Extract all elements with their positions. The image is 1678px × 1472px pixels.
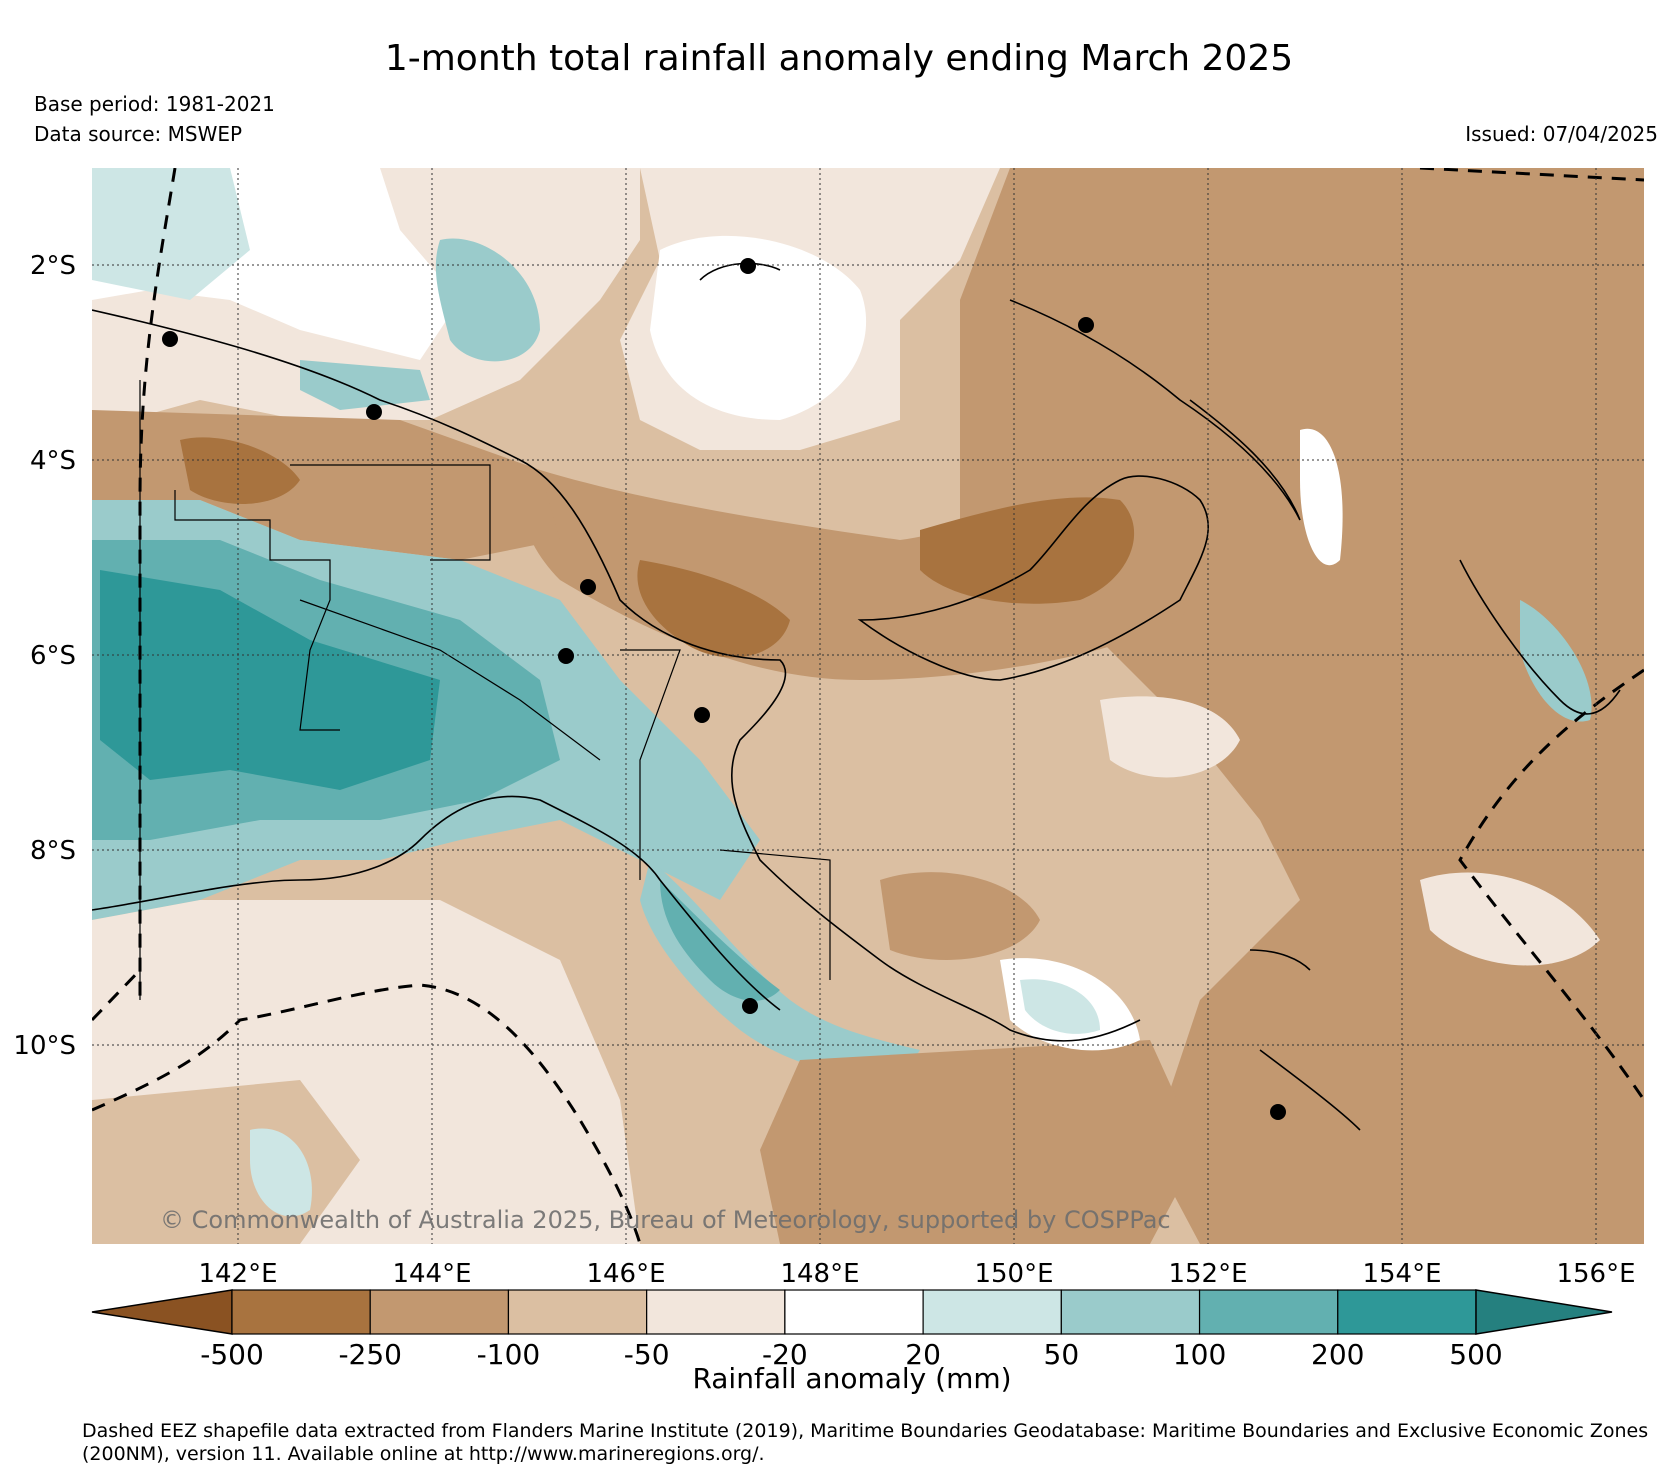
- colorbar-segment: [1337, 1289, 1477, 1335]
- lon-label: 154°E: [1362, 1259, 1441, 1289]
- colorbar-tick-label: -20: [762, 1338, 808, 1371]
- colorbar-tick-label: -50: [624, 1338, 670, 1371]
- station-marker: [740, 258, 756, 274]
- colorbar-tick-label: -250: [338, 1338, 402, 1371]
- colorbar-segment: [922, 1289, 1062, 1335]
- eez-boundaries: [92, 168, 1644, 1244]
- colorbar-tick-label: 500: [1449, 1338, 1502, 1371]
- lon-label: 144°E: [392, 1259, 471, 1289]
- colorbar-extend-high: [1475, 1289, 1613, 1335]
- anomaly-field: [92, 168, 1644, 1244]
- map-title: 1-month total rainfall anomaly ending Ma…: [384, 38, 1294, 79]
- eez-data-credit: Dashed EEZ shapefile data extracted from…: [82, 1420, 1649, 1465]
- coastlines: [92, 262, 1621, 1131]
- copyright-watermark: © Commonwealth of Australia 2025, Bureau…: [160, 1206, 1171, 1234]
- lat-label: 6°S: [30, 641, 76, 671]
- station-marker: [580, 579, 596, 595]
- station-markers: [162, 258, 1286, 1120]
- station-marker: [162, 331, 178, 347]
- base-period-label: Base period: 1981-2021: [34, 92, 275, 116]
- colorbar-extend-low: [91, 1289, 233, 1335]
- station-marker: [558, 648, 574, 664]
- data-source-label: Data source: MSWEP: [34, 122, 243, 146]
- colorbar-tick-label: 200: [1311, 1338, 1364, 1371]
- colorbar-segment: [369, 1289, 510, 1335]
- lat-label: 8°S: [30, 836, 76, 866]
- colorbar-segment: [784, 1289, 924, 1335]
- station-marker: [694, 707, 710, 723]
- colorbar-segment: [646, 1289, 786, 1335]
- colorbar-tick-label: -100: [477, 1338, 541, 1371]
- lon-label: 156°E: [1556, 1259, 1635, 1289]
- station-marker: [1078, 317, 1094, 333]
- station-marker: [366, 404, 382, 420]
- graticule: [92, 168, 1644, 1244]
- lon-label: 152°E: [1168, 1259, 1247, 1289]
- colorbar-title: Rainfall anomaly (mm): [692, 1362, 1011, 1395]
- colorbar-tick-label: -500: [200, 1338, 264, 1371]
- lat-label: 4°S: [30, 446, 76, 476]
- colorbar-segment: [231, 1289, 371, 1335]
- station-marker: [742, 998, 758, 1014]
- lon-label: 148°E: [780, 1259, 859, 1289]
- issued-date-label: Issued: 07/04/2025: [1465, 122, 1658, 146]
- colorbar-tick-label: 20: [905, 1338, 941, 1371]
- colorbar-tick-label: 50: [1044, 1338, 1080, 1371]
- lon-label: 146°E: [586, 1259, 665, 1289]
- colorbar-tick-labels: -500 -250 -100 -50 -20 20 50 100 200 500: [200, 1338, 1503, 1371]
- colorbar-segment: [507, 1289, 648, 1335]
- lat-label: 10°S: [13, 1031, 76, 1061]
- lon-label: 150°E: [974, 1259, 1053, 1289]
- lon-label: 142°E: [198, 1259, 277, 1289]
- station-marker: [1270, 1104, 1286, 1120]
- lat-label: 2°S: [30, 251, 76, 281]
- colorbar: [91, 1289, 1613, 1335]
- colorbar-segment: [1198, 1289, 1339, 1335]
- colorbar-segment: [1060, 1289, 1201, 1335]
- colorbar-tick-label: 100: [1173, 1338, 1226, 1371]
- rainfall-anomaly-map: © Commonwealth of Australia 2025, Bureau…: [13, 168, 1644, 1395]
